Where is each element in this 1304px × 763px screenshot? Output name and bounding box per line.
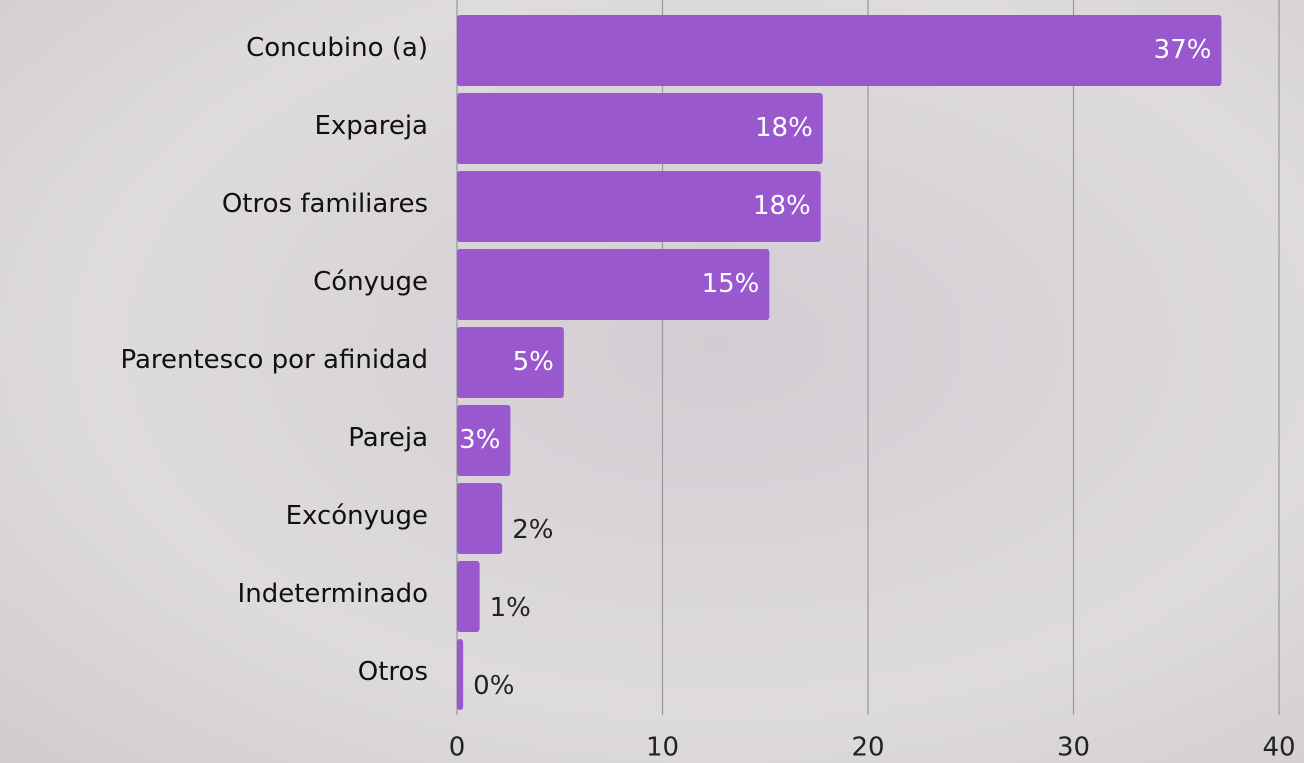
bar — [457, 327, 564, 398]
category-label: Excónyuge — [286, 501, 428, 531]
bar — [457, 15, 1222, 86]
category-label: Cónyuge — [313, 267, 428, 297]
x-tick-label: 0 — [449, 733, 466, 763]
value-label: 3% — [459, 425, 500, 455]
bar — [457, 639, 464, 710]
bar — [457, 93, 823, 164]
category-label: Expareja — [314, 111, 428, 141]
bar — [457, 561, 480, 632]
value-label: 15% — [702, 269, 760, 299]
value-label: 18% — [753, 191, 811, 221]
category-label: Parentesco por afinidad — [120, 345, 428, 375]
category-label: Otros familiares — [222, 189, 428, 219]
bar — [457, 483, 503, 554]
category-label: Concubino (a) — [246, 33, 428, 63]
value-label: 1% — [490, 593, 531, 623]
category-label: Pareja — [348, 423, 428, 453]
x-tick-label: 10 — [646, 733, 679, 763]
bar — [457, 249, 770, 320]
bar — [457, 405, 511, 476]
value-label: 2% — [512, 515, 553, 545]
value-label: 0% — [473, 671, 514, 701]
category-label: Otros — [358, 657, 428, 687]
value-label: 37% — [1154, 35, 1212, 65]
x-tick-label: 20 — [851, 733, 884, 763]
x-tick-label: 40 — [1262, 733, 1295, 763]
x-tick-label: 30 — [1057, 733, 1090, 763]
bar — [457, 171, 821, 242]
value-label: 5% — [513, 347, 554, 377]
value-label: 18% — [755, 113, 813, 143]
category-label: Indeterminado — [238, 579, 428, 609]
